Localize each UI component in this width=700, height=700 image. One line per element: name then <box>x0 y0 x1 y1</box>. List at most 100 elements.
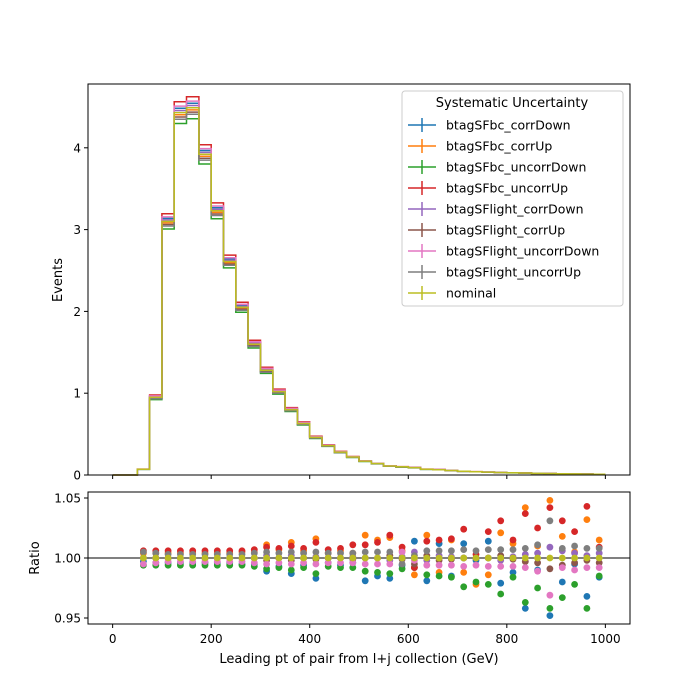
ratio-point <box>484 546 492 553</box>
ratio-point <box>472 554 480 562</box>
main-y-tick-label: 0 <box>73 469 81 483</box>
ratio-point <box>361 567 369 575</box>
ratio-point <box>287 560 295 568</box>
legend-label: nominal <box>446 286 496 301</box>
ratio-point <box>558 517 566 525</box>
ratio-point <box>386 554 394 562</box>
ratio-point <box>546 517 554 525</box>
ratio-point <box>558 564 566 571</box>
x-tick-label: 1000 <box>590 632 621 646</box>
ratio-point <box>435 536 443 544</box>
ratio-point <box>558 554 566 562</box>
ratio-point <box>361 560 369 568</box>
ratio-plot-panel: 0.95 1.00 1.05 0 200 400 600 800 1000 Ratio Lea… <box>28 491 631 667</box>
ratio-point <box>595 572 603 580</box>
ratio-point <box>509 554 517 562</box>
ratio-y-axis-label: Ratio <box>28 541 43 574</box>
ratio-point <box>448 573 455 581</box>
ratio-point <box>361 548 369 556</box>
ratio-point <box>435 554 443 562</box>
ratio-point <box>460 563 468 570</box>
ratio-point <box>263 565 270 573</box>
ratio-point <box>398 565 406 573</box>
ratio-point <box>571 559 578 567</box>
ratio-point <box>152 549 160 557</box>
x-axis-label: Leading pt of pair from l+j collection (… <box>219 652 498 667</box>
ratio-point <box>583 564 591 571</box>
ratio-point <box>386 570 394 577</box>
ratio-point <box>275 559 283 567</box>
ratio-point <box>312 554 320 562</box>
ratio-point <box>435 572 443 580</box>
ratio-point <box>374 560 381 568</box>
ratio-point <box>546 504 554 511</box>
ratio-point <box>423 547 431 555</box>
ratio-point <box>349 549 357 557</box>
ratio-point <box>374 548 381 556</box>
ratio-point <box>398 560 406 568</box>
ratio-point <box>398 548 406 556</box>
histogram-line-nominal <box>112 106 606 476</box>
ratio-point <box>177 554 184 562</box>
ratio-point <box>287 566 295 574</box>
ratio-point <box>558 533 566 540</box>
ratio-point <box>546 543 554 551</box>
ratio-point <box>250 554 258 562</box>
ratio-point <box>497 590 505 598</box>
ratio-point <box>460 583 468 591</box>
legend-entry: btagSFbc_uncorrDown <box>408 160 586 175</box>
ratio-point <box>521 599 529 606</box>
ratio-point <box>595 545 603 552</box>
ratio-point <box>411 537 418 545</box>
ratio-point <box>337 559 344 567</box>
legend-label: btagSFlight_uncorrDown <box>446 244 599 259</box>
ratio-y-tick-label: 1.00 <box>54 552 81 566</box>
ratio-point <box>546 565 554 573</box>
ratio-point <box>484 581 492 588</box>
ratio-point <box>484 571 492 579</box>
ratio-point <box>324 554 332 562</box>
ratio-point <box>571 528 578 535</box>
ratio-point <box>337 554 344 562</box>
ratio-point <box>521 564 529 571</box>
ratio-point <box>595 536 603 544</box>
ratio-point <box>497 554 505 562</box>
ratio-point <box>411 554 418 562</box>
ratio-point <box>534 541 541 549</box>
ratio-point <box>497 563 505 570</box>
ratio-point <box>374 539 381 546</box>
legend-entry: btagSFbc_corrDown <box>408 118 571 133</box>
ratio-point <box>571 542 578 550</box>
ratio-point <box>571 581 578 588</box>
legend-entry: btagSFbc_corrUp <box>408 139 552 154</box>
ratio-point <box>484 554 492 562</box>
legend-entry: btagSFbc_uncorrUp <box>408 181 568 196</box>
ratio-point <box>423 531 431 539</box>
ratio-point <box>595 559 603 567</box>
legend-entry: nominal <box>408 286 496 301</box>
ratio-point <box>287 542 295 550</box>
ratio-point <box>534 554 541 562</box>
histogram-lines <box>112 95 606 476</box>
ratio-point <box>300 554 307 562</box>
ratio-point <box>509 573 517 581</box>
ratio-point <box>152 559 160 567</box>
ratio-point <box>324 549 332 557</box>
ratio-point <box>583 593 591 600</box>
ratio-y-tick-label: 0.95 <box>54 612 81 626</box>
ratio-point <box>275 545 283 552</box>
ratio-point <box>583 516 591 523</box>
main-y-tick-label: 3 <box>73 223 81 237</box>
ratio-point <box>435 547 443 555</box>
main-plot-frame <box>87 83 631 476</box>
ratio-point <box>189 554 197 562</box>
ratio-point <box>583 503 591 510</box>
legend-label: btagSFbc_corrUp <box>446 139 552 154</box>
ratio-point <box>361 541 369 549</box>
ratio-point <box>213 554 221 562</box>
ratio-point <box>534 584 541 592</box>
ratio-point <box>571 549 578 557</box>
ratio-point <box>386 560 394 568</box>
ratio-point <box>263 543 270 551</box>
